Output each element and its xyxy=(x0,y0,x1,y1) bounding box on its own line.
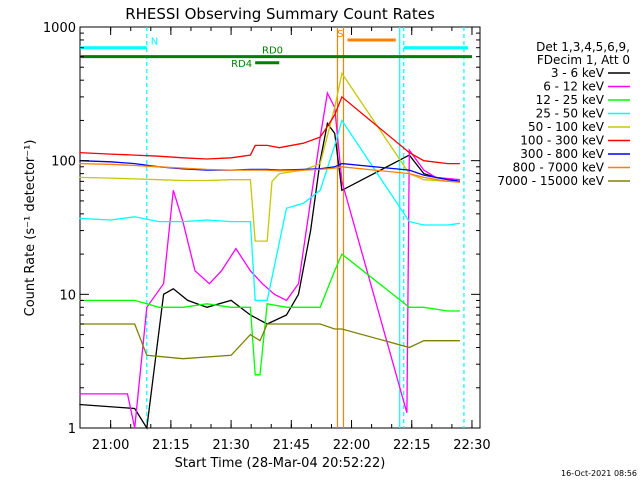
legend-label-4: 50 - 100 keV xyxy=(528,120,605,134)
legend-label-2: 12 - 25 keV xyxy=(536,93,605,107)
legend-label-7: 800 - 7000 keV xyxy=(513,161,605,175)
series-line-0 xyxy=(79,121,461,430)
series-line-4 xyxy=(79,71,460,242)
x-tick-label-5: 22:15 xyxy=(393,438,430,453)
legend-label-8: 7000 - 15000 keV xyxy=(497,174,604,188)
x-tick-label-1: 21:15 xyxy=(152,438,189,453)
legend-label-3: 25 - 50 keV xyxy=(536,107,605,121)
series-line-8 xyxy=(79,323,460,360)
annotation-bars: N S RD0 RD4 xyxy=(80,29,472,70)
y-axis-label: Count Rate (s⁻¹ detector⁻¹) xyxy=(23,140,38,317)
x-tick-label-2: 21:30 xyxy=(212,438,249,453)
series-line-3 xyxy=(79,118,460,302)
x-tick-label-0: 21:00 xyxy=(92,438,129,453)
legend-header-line-1: Det 1,3,4,5,6,9, xyxy=(536,40,630,54)
y-tick-label-3: 1000 xyxy=(43,21,76,36)
series-line-1 xyxy=(79,91,460,429)
timestamp: 16-Oct-2021 08:56 xyxy=(561,469,637,478)
legend-label-6: 300 - 800 keV xyxy=(520,147,604,161)
annotation-s-label: S xyxy=(337,29,343,40)
chart-title: RHESSI Observing Summary Count Rates xyxy=(125,5,435,23)
legend-label-0: 3 - 6 keV xyxy=(551,66,605,80)
legend-label-1: 6 - 12 keV xyxy=(543,80,605,94)
y-axis-ticks: 1 10 100 1000 xyxy=(43,21,480,437)
y-tick-label-2: 100 xyxy=(51,155,76,170)
plot-area xyxy=(79,26,481,429)
legend: Det 1,3,4,5,6,9, FDecim 1, Att 0 3 - 6 k… xyxy=(497,40,630,188)
legend-header-line-2: FDecim 1, Att 0 xyxy=(537,53,630,67)
x-tick-label-4: 22:00 xyxy=(333,438,370,453)
x-axis-ticks: 21:00 21:15 21:30 21:45 22:00 22:15 22:30 xyxy=(92,27,491,453)
x-tick-label-3: 21:45 xyxy=(273,438,310,453)
legend-label-5: 100 - 300 keV xyxy=(520,134,604,148)
series-line-7 xyxy=(79,162,460,183)
series-line-2 xyxy=(79,253,460,376)
annotation-n-label: N xyxy=(151,37,158,48)
y-tick-label-0: 1 xyxy=(68,422,76,437)
annotation-rd4-label: RD4 xyxy=(231,59,252,70)
annotation-rd0-label: RD0 xyxy=(262,46,283,57)
y-tick-label-1: 10 xyxy=(59,288,76,303)
vertical-markers xyxy=(146,27,465,428)
x-tick-label-6: 22:30 xyxy=(453,438,490,453)
x-axis-label: Start Time (28-Mar-04 20:52:22) xyxy=(175,456,386,471)
series-line-5 xyxy=(79,95,460,165)
series-lines xyxy=(79,71,461,430)
